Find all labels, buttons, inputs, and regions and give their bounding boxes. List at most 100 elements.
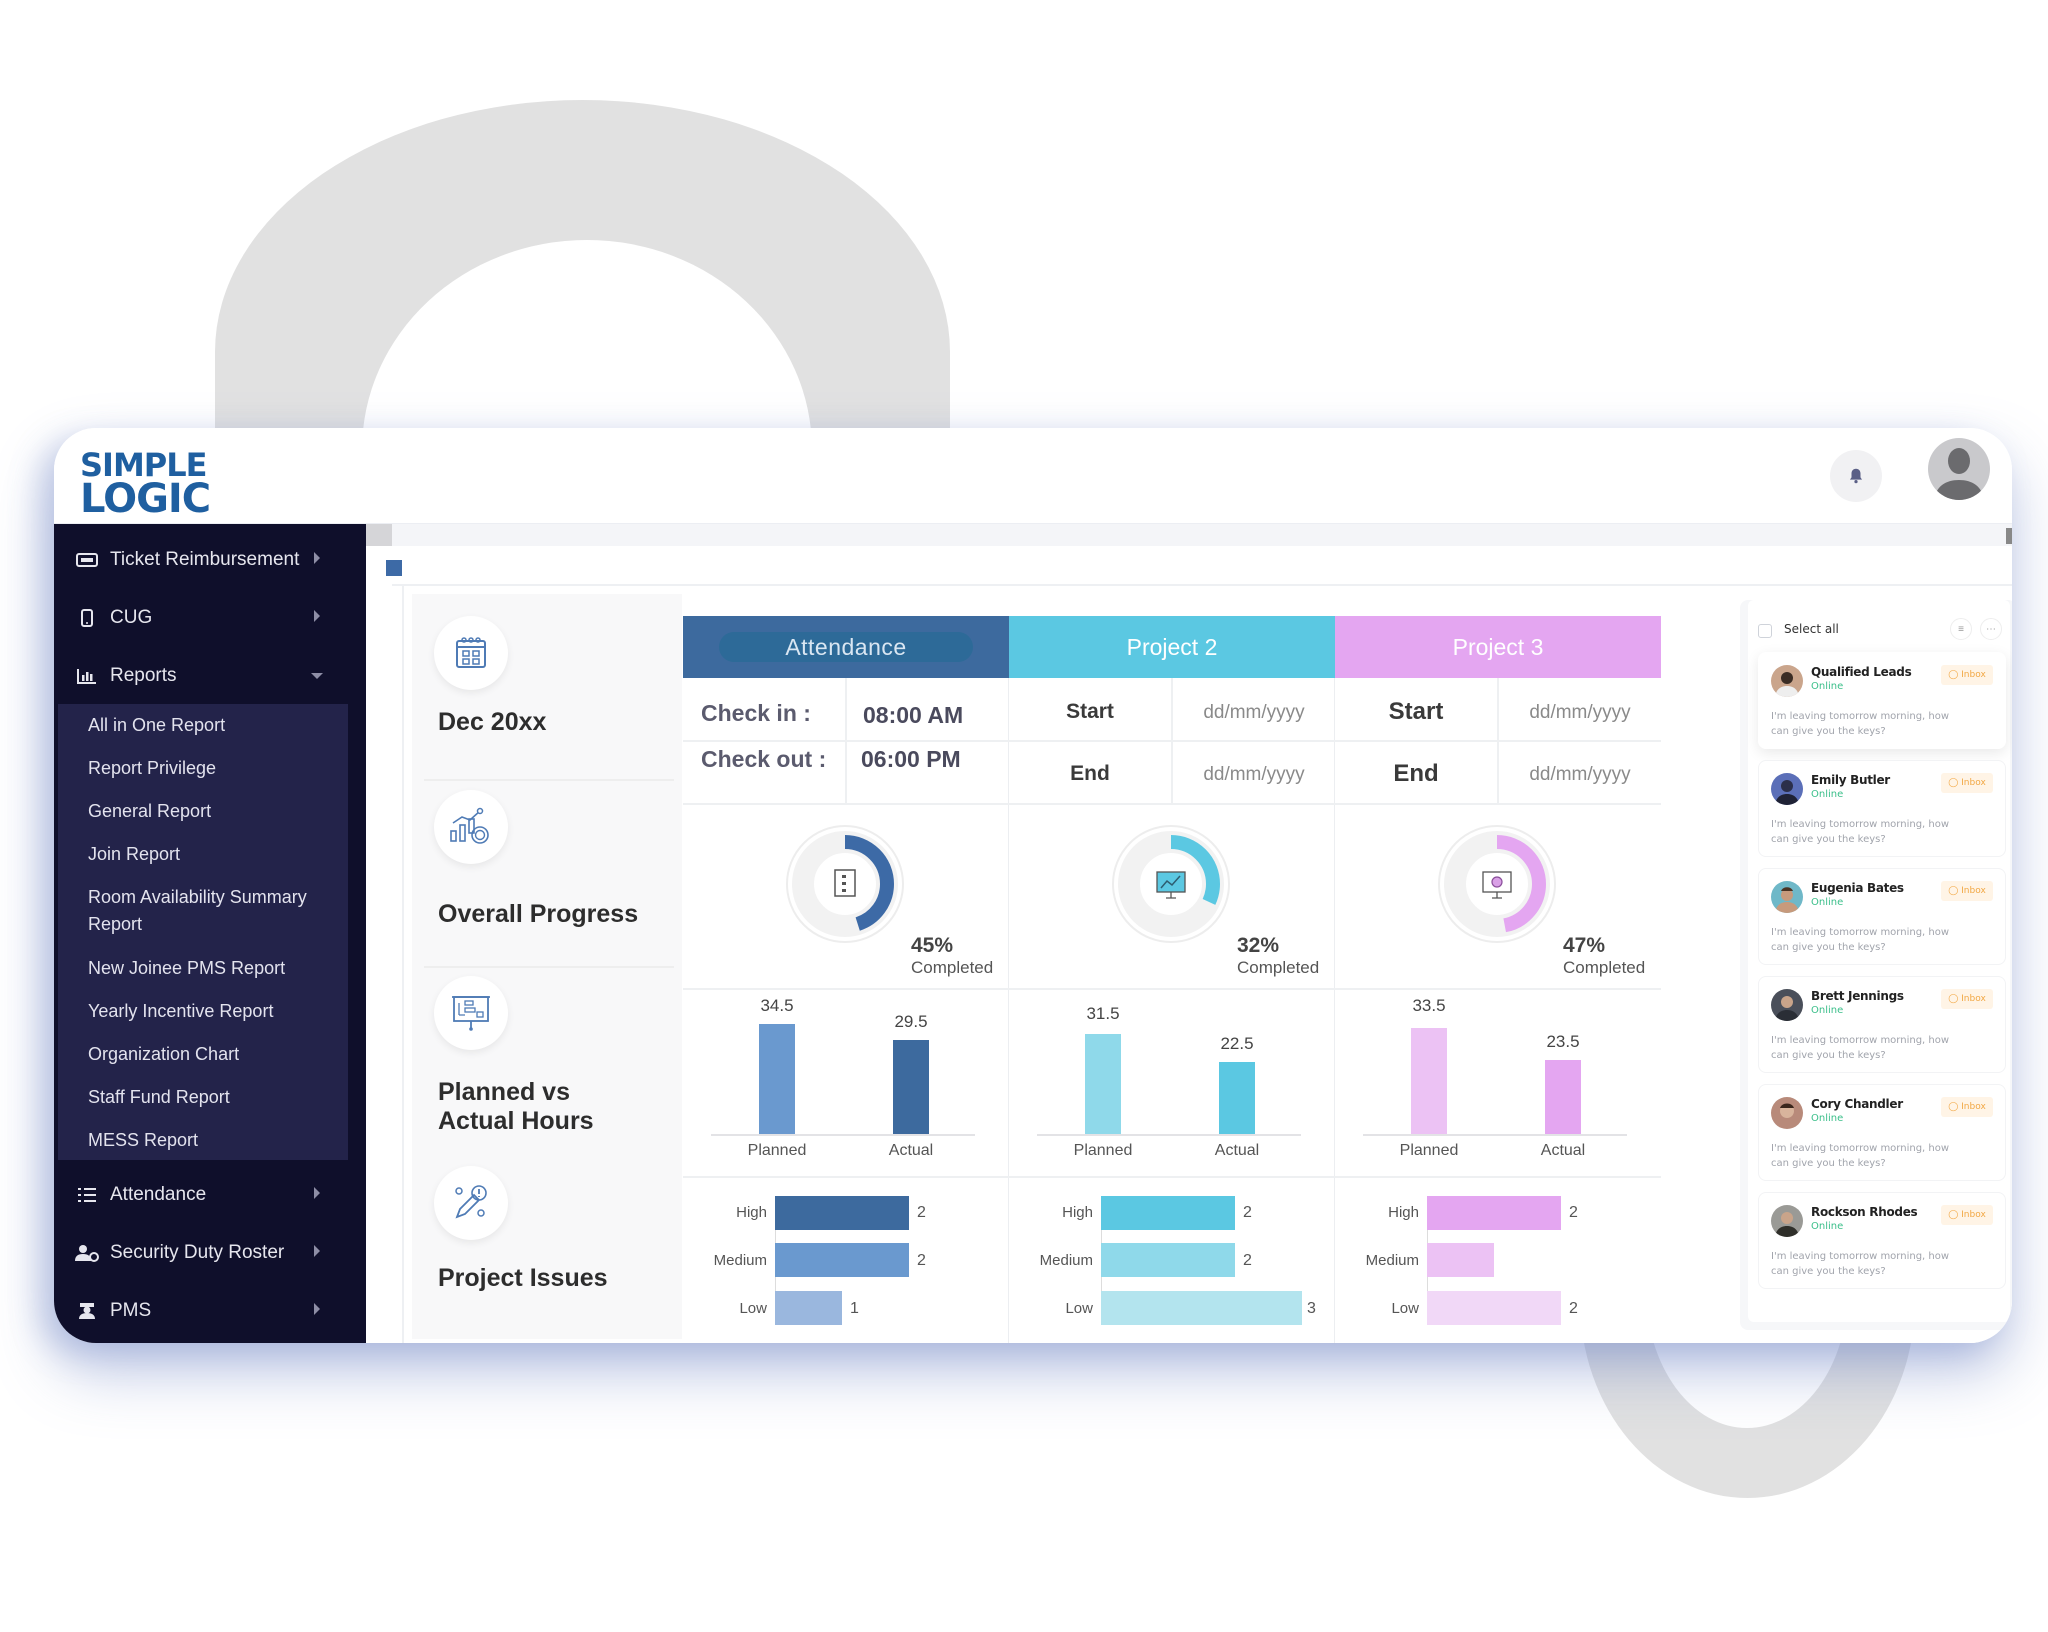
graduate-icon	[74, 1301, 100, 1321]
end-date-value[interactable]: dd/mm/yyyy	[1529, 764, 1631, 785]
sidebar-item-ticket-reimbursement[interactable]: Ticket Reimbursement	[54, 538, 366, 582]
notification-button[interactable]	[1830, 450, 1882, 502]
inbox-badge[interactable]: ◯ Inbox	[1941, 665, 1993, 685]
medium-issues-bar[interactable]	[1427, 1243, 1494, 1277]
progress-donut-project-2	[1112, 825, 1230, 943]
progress-donut-project-3	[1438, 825, 1556, 943]
message-card[interactable]: Emily Butler Online ◯ Inbox I'm leaving …	[1758, 760, 2006, 857]
inbox-badge[interactable]: ◯ Inbox	[1941, 881, 1993, 901]
column-header-project-3[interactable]: Project 3	[1335, 616, 1661, 678]
inbox-badge-label: Inbox	[1961, 778, 1986, 788]
medium-issues-bar[interactable]	[775, 1243, 909, 1277]
high-issues-bar[interactable]	[775, 1196, 909, 1230]
sidebar-item-label: PMS	[110, 1300, 152, 1321]
select-all-checkbox[interactable]	[1758, 624, 1772, 638]
calendar-icon	[456, 637, 486, 668]
submenu-item[interactable]: All in One Report	[88, 715, 226, 735]
submenu-item[interactable]: MESS Report	[88, 1130, 199, 1150]
divider	[683, 988, 1009, 990]
message-card[interactable]: Rockson Rhodes Online ◯ Inbox I'm leavin…	[1758, 1192, 2006, 1289]
divider	[1335, 740, 1661, 742]
toolbar-handle	[366, 524, 392, 546]
online-status: Online	[1811, 1005, 1844, 1016]
simple-logic-logo[interactable]: SIMPLE LOGIC	[80, 448, 220, 519]
x-axis	[711, 1134, 975, 1136]
inbox-list: Select all ≡ ⋯ Qualified Leads Online ◯ …	[1748, 600, 2010, 1322]
online-status: Online	[1811, 897, 1844, 908]
progress-completed-label: Completed	[911, 958, 994, 977]
inbox-badge[interactable]: ◯ Inbox	[1941, 1205, 1993, 1225]
more-options-button[interactable]: ⋯	[1980, 618, 2002, 640]
medium-label: Medium	[1039, 1252, 1093, 1269]
planned-value: 33.5	[1412, 996, 1446, 1015]
planned-bar[interactable]	[1411, 1028, 1447, 1134]
end-date-value[interactable]: dd/mm/yyyy	[1203, 764, 1305, 785]
medium-label: Medium	[1365, 1252, 1419, 1269]
column-header-project-2[interactable]: Project 2	[1009, 616, 1335, 678]
actual-bar[interactable]	[893, 1040, 929, 1134]
scrollbar[interactable]	[2006, 528, 2012, 544]
avatar	[1771, 665, 1803, 697]
bell-icon	[1849, 468, 1863, 484]
submenu-item[interactable]: Join Report	[88, 844, 181, 864]
submenu-item[interactable]: Staff Fund Report	[88, 1087, 230, 1107]
message-card[interactable]: Eugenia Bates Online ◯ Inbox I'm leaving…	[1758, 868, 2006, 965]
low-issues-bar[interactable]	[775, 1291, 842, 1325]
x-axis	[1363, 1134, 1627, 1136]
check-out-label: Check out :	[701, 746, 827, 772]
sidebar-item-pms[interactable]: PMS	[54, 1289, 366, 1333]
planned-bar[interactable]	[1085, 1034, 1121, 1134]
message-card[interactable]: Cory Chandler Online ◯ Inbox I'm leaving…	[1758, 1084, 2006, 1181]
top-header: SIMPLE LOGIC	[54, 428, 2012, 524]
submenu-item[interactable]: General Report	[88, 801, 212, 821]
divider	[1009, 1176, 1335, 1178]
overall-progress-label: Overall Progress	[438, 900, 639, 928]
submenu-item[interactable]: Report Privilege	[88, 758, 217, 778]
divider	[392, 584, 2012, 586]
actual-bar[interactable]	[1219, 1062, 1255, 1134]
high-issues-bar[interactable]	[1427, 1196, 1561, 1230]
online-status: Online	[1811, 1221, 1844, 1232]
message-card[interactable]: Brett Jennings Online ◯ Inbox I'm leavin…	[1758, 976, 2006, 1073]
planned-bar[interactable]	[759, 1024, 795, 1134]
start-date-value[interactable]: dd/mm/yyyy	[1203, 702, 1305, 723]
planned-vs-actual-label: Planned vs Actual Hours	[438, 1078, 594, 1136]
sidebar-item-attendance[interactable]: Attendance	[54, 1173, 366, 1217]
sidebar-item-label: Attendance	[110, 1184, 207, 1205]
message-card[interactable]: Qualified Leads Online ◯ Inbox I'm leavi…	[1758, 652, 2006, 749]
progress-percent: 45%	[911, 934, 954, 957]
low-issues-bar[interactable]	[1427, 1291, 1561, 1325]
inbox-badge-label: Inbox	[1961, 886, 1986, 896]
low-issues-bar[interactable]	[1101, 1291, 1302, 1325]
issues-bar-chart-attendance: High 2 Medium 2 Low 1	[683, 1178, 1009, 1343]
user-avatar[interactable]	[1928, 438, 1990, 500]
select-all-label[interactable]: Select all	[1784, 622, 1839, 636]
submenu-item[interactable]: Yearly Incentive Report	[88, 1001, 274, 1021]
menu-toggle-square[interactable]	[386, 560, 402, 576]
high-issues-bar[interactable]	[1101, 1196, 1235, 1230]
actual-bar[interactable]	[1545, 1060, 1581, 1134]
contact-name: Qualified Leads	[1811, 665, 1912, 679]
sidebar-item-security-duty-roster[interactable]: Security Duty Roster	[54, 1231, 366, 1275]
chevron-down-icon	[311, 673, 323, 679]
message-preview: I'm leaving tomorrow morning, how can gi…	[1771, 819, 1950, 845]
inbox-badge[interactable]: ◯ Inbox	[1941, 989, 1993, 1009]
submenu-item[interactable]: Organization Chart	[88, 1044, 240, 1064]
attendance-column: Check in : 08:00 AM Check out : 06:00 PM	[683, 678, 1009, 1343]
divider	[1009, 988, 1335, 990]
divider	[1335, 988, 1661, 990]
sidebar-item-reports[interactable]: Reports	[54, 654, 366, 698]
submenu-item[interactable]: Room Availability Summary Report	[88, 887, 307, 934]
filter-button[interactable]: ≡	[1950, 618, 1972, 640]
high-value: 2	[1569, 1204, 1578, 1221]
attendance-pill[interactable]: Attendance	[719, 632, 973, 662]
start-date-value[interactable]: dd/mm/yyyy	[1529, 702, 1631, 723]
contact-name: Emily Butler	[1811, 773, 1890, 787]
sidebar-item-cug[interactable]: CUG	[54, 596, 366, 640]
submenu-item[interactable]: New Joinee PMS Report	[88, 958, 286, 978]
inbox-badge[interactable]: ◯ Inbox	[1941, 773, 1993, 793]
chevron-right-icon	[314, 1245, 320, 1257]
medium-issues-bar[interactable]	[1101, 1243, 1235, 1277]
inbox-badge[interactable]: ◯ Inbox	[1941, 1097, 1993, 1117]
check-in-value: 08:00 AM	[863, 702, 964, 728]
